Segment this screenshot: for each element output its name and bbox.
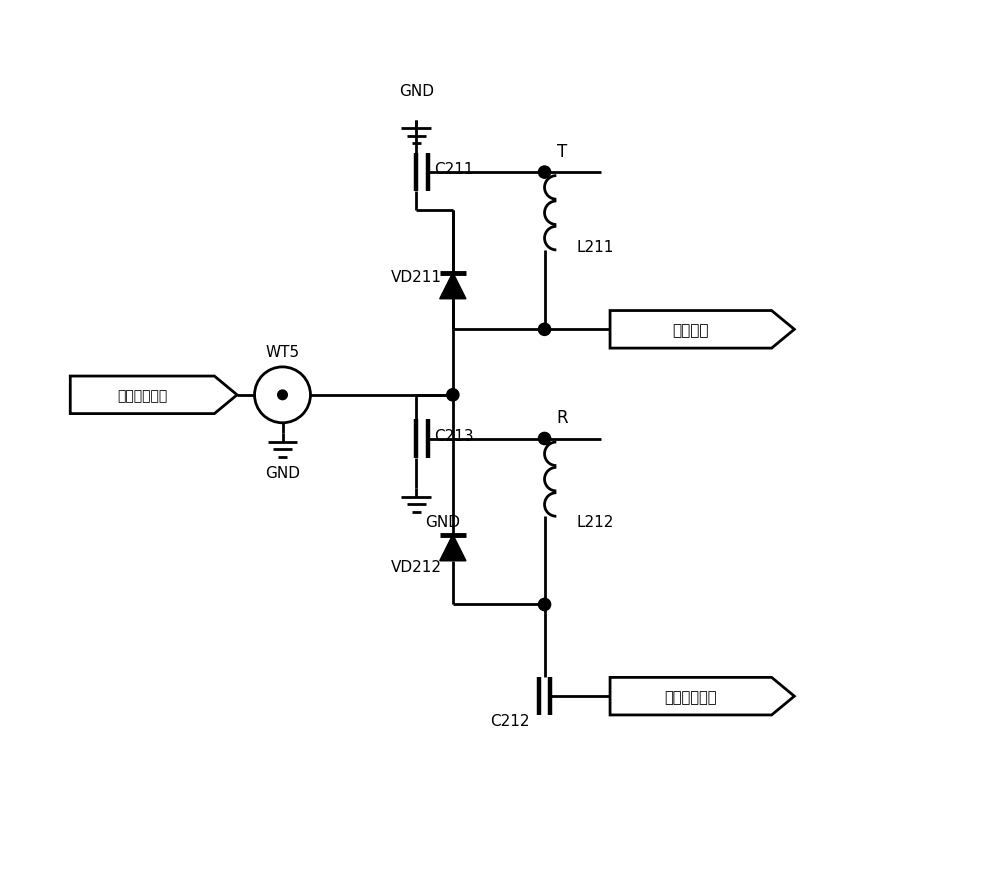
- Text: GND: GND: [399, 83, 434, 98]
- Polygon shape: [440, 273, 466, 299]
- Text: 定耦电路: 定耦电路: [672, 322, 709, 337]
- Text: C212: C212: [491, 713, 530, 728]
- Text: VD211: VD211: [391, 270, 442, 285]
- Circle shape: [538, 599, 551, 611]
- Text: 低通滤波电路: 低通滤波电路: [117, 388, 168, 402]
- Text: C213: C213: [434, 428, 474, 443]
- Circle shape: [538, 433, 551, 445]
- Circle shape: [538, 324, 551, 336]
- Text: C211: C211: [434, 162, 474, 176]
- Text: T: T: [557, 143, 567, 161]
- Text: GND: GND: [425, 514, 460, 529]
- Text: L211: L211: [577, 240, 615, 255]
- Text: VD212: VD212: [391, 560, 442, 575]
- Text: WT5: WT5: [265, 345, 300, 360]
- Circle shape: [447, 389, 459, 401]
- Text: R: R: [557, 409, 568, 427]
- Text: GND: GND: [265, 465, 300, 480]
- Text: L212: L212: [577, 515, 615, 529]
- Polygon shape: [440, 535, 466, 561]
- Circle shape: [538, 167, 551, 179]
- Circle shape: [278, 391, 287, 400]
- Text: 信号接收端口: 信号接收端口: [664, 689, 717, 704]
